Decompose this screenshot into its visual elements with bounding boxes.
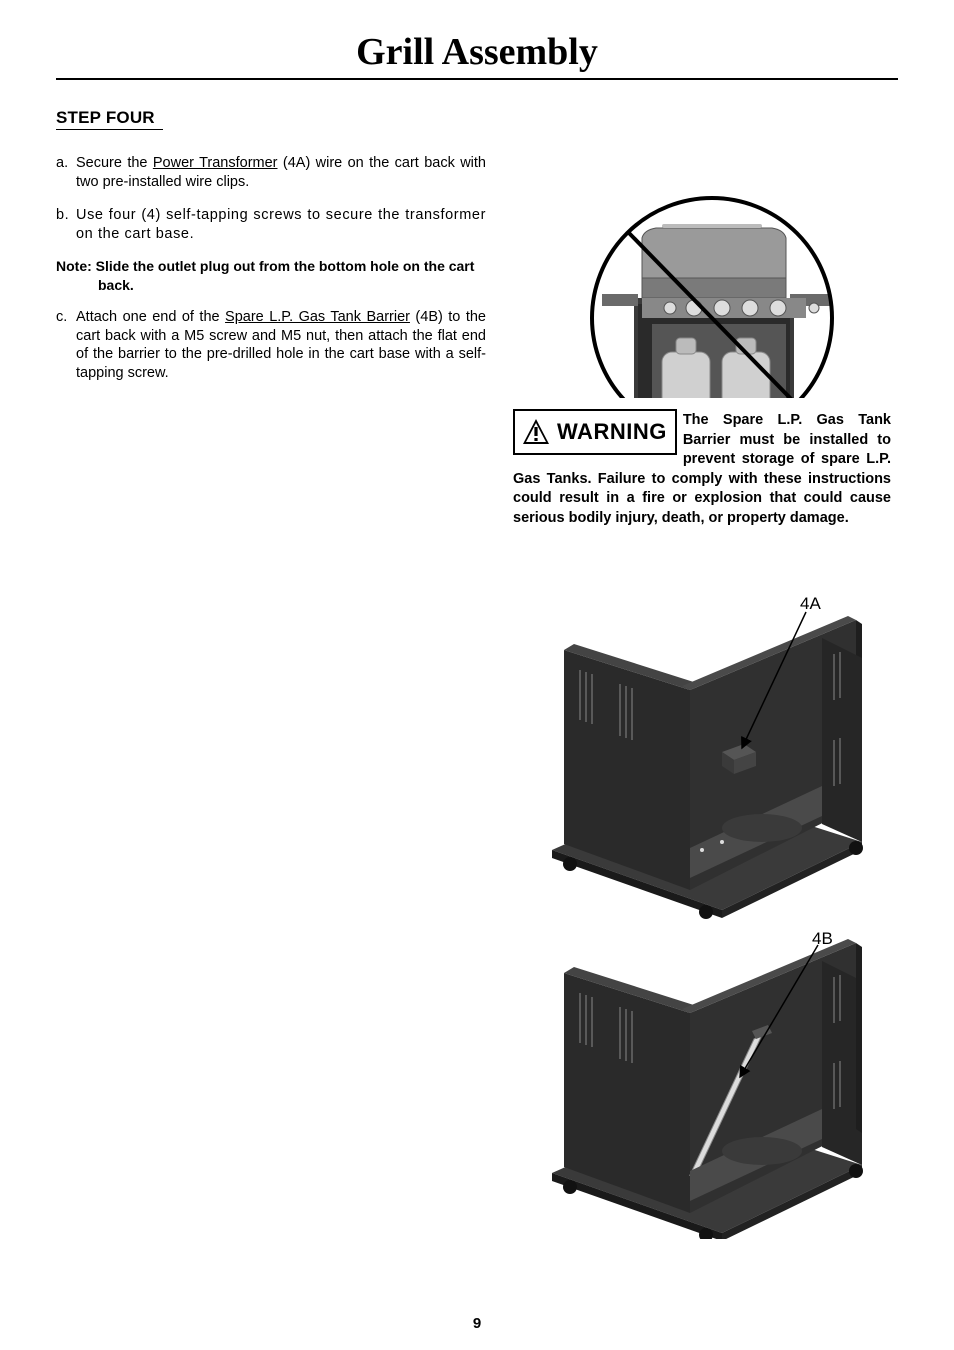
- item-marker: c.: [56, 308, 76, 383]
- two-column-layout: STEP FOUR a. Secure the Power Transforme…: [56, 108, 898, 1244]
- warning-triangle-icon: [521, 417, 551, 447]
- diagram-4a: 4A: [522, 590, 882, 925]
- warning-label-text: WARNING: [557, 417, 667, 447]
- page-number: 9: [0, 1315, 954, 1332]
- instruction-list: a. Secure the Power Transformer (4A) wir…: [56, 154, 486, 383]
- left-column: STEP FOUR a. Secure the Power Transforme…: [56, 108, 486, 1244]
- right-column: WARNING The Spare L.P. Gas Tank Barrier …: [506, 108, 898, 1244]
- warning-label: WARNING: [513, 409, 677, 455]
- cart-4b-svg: [522, 929, 882, 1239]
- step-heading: STEP FOUR: [56, 108, 163, 130]
- prohibition-diagram: [562, 108, 842, 403]
- item-text: Secure the Power Transformer (4A) wire o…: [76, 154, 486, 192]
- instruction-item-c: c. Attach one end of the Spare L.P. Gas …: [56, 308, 486, 383]
- item-marker: a.: [56, 154, 76, 192]
- instruction-item-a: a. Secure the Power Transformer (4A) wir…: [56, 154, 486, 192]
- underlined-term: Power Transformer: [153, 155, 278, 171]
- instruction-note: Note: Slide the outlet plug out from the…: [56, 257, 486, 293]
- diagram-4b: 4B: [522, 929, 882, 1244]
- text-run: Attach one end of the: [76, 309, 225, 325]
- page-title: Grill Assembly: [56, 30, 898, 80]
- warning-block: WARNING The Spare L.P. Gas Tank Barrier …: [513, 411, 891, 528]
- callout-4b-label: 4B: [812, 929, 833, 949]
- callout-4a-label: 4A: [800, 594, 821, 614]
- item-text: Attach one end of the Spare L.P. Gas Tan…: [76, 308, 486, 383]
- grill-prohibit-svg: [562, 108, 842, 398]
- note-text: Note: Slide the outlet plug out from the…: [56, 257, 486, 293]
- cart-4a-svg: [522, 590, 882, 920]
- page: Grill Assembly STEP FOUR a. Secure the P…: [0, 0, 954, 1244]
- item-text: Use four (4) self-tapping screws to secu…: [76, 206, 486, 244]
- text-run: Secure the: [76, 155, 153, 171]
- instruction-item-b: b. Use four (4) self-tapping screws to s…: [56, 206, 486, 244]
- item-marker: b.: [56, 206, 76, 244]
- underlined-term: Spare L.P. Gas Tank Barrier: [225, 309, 410, 325]
